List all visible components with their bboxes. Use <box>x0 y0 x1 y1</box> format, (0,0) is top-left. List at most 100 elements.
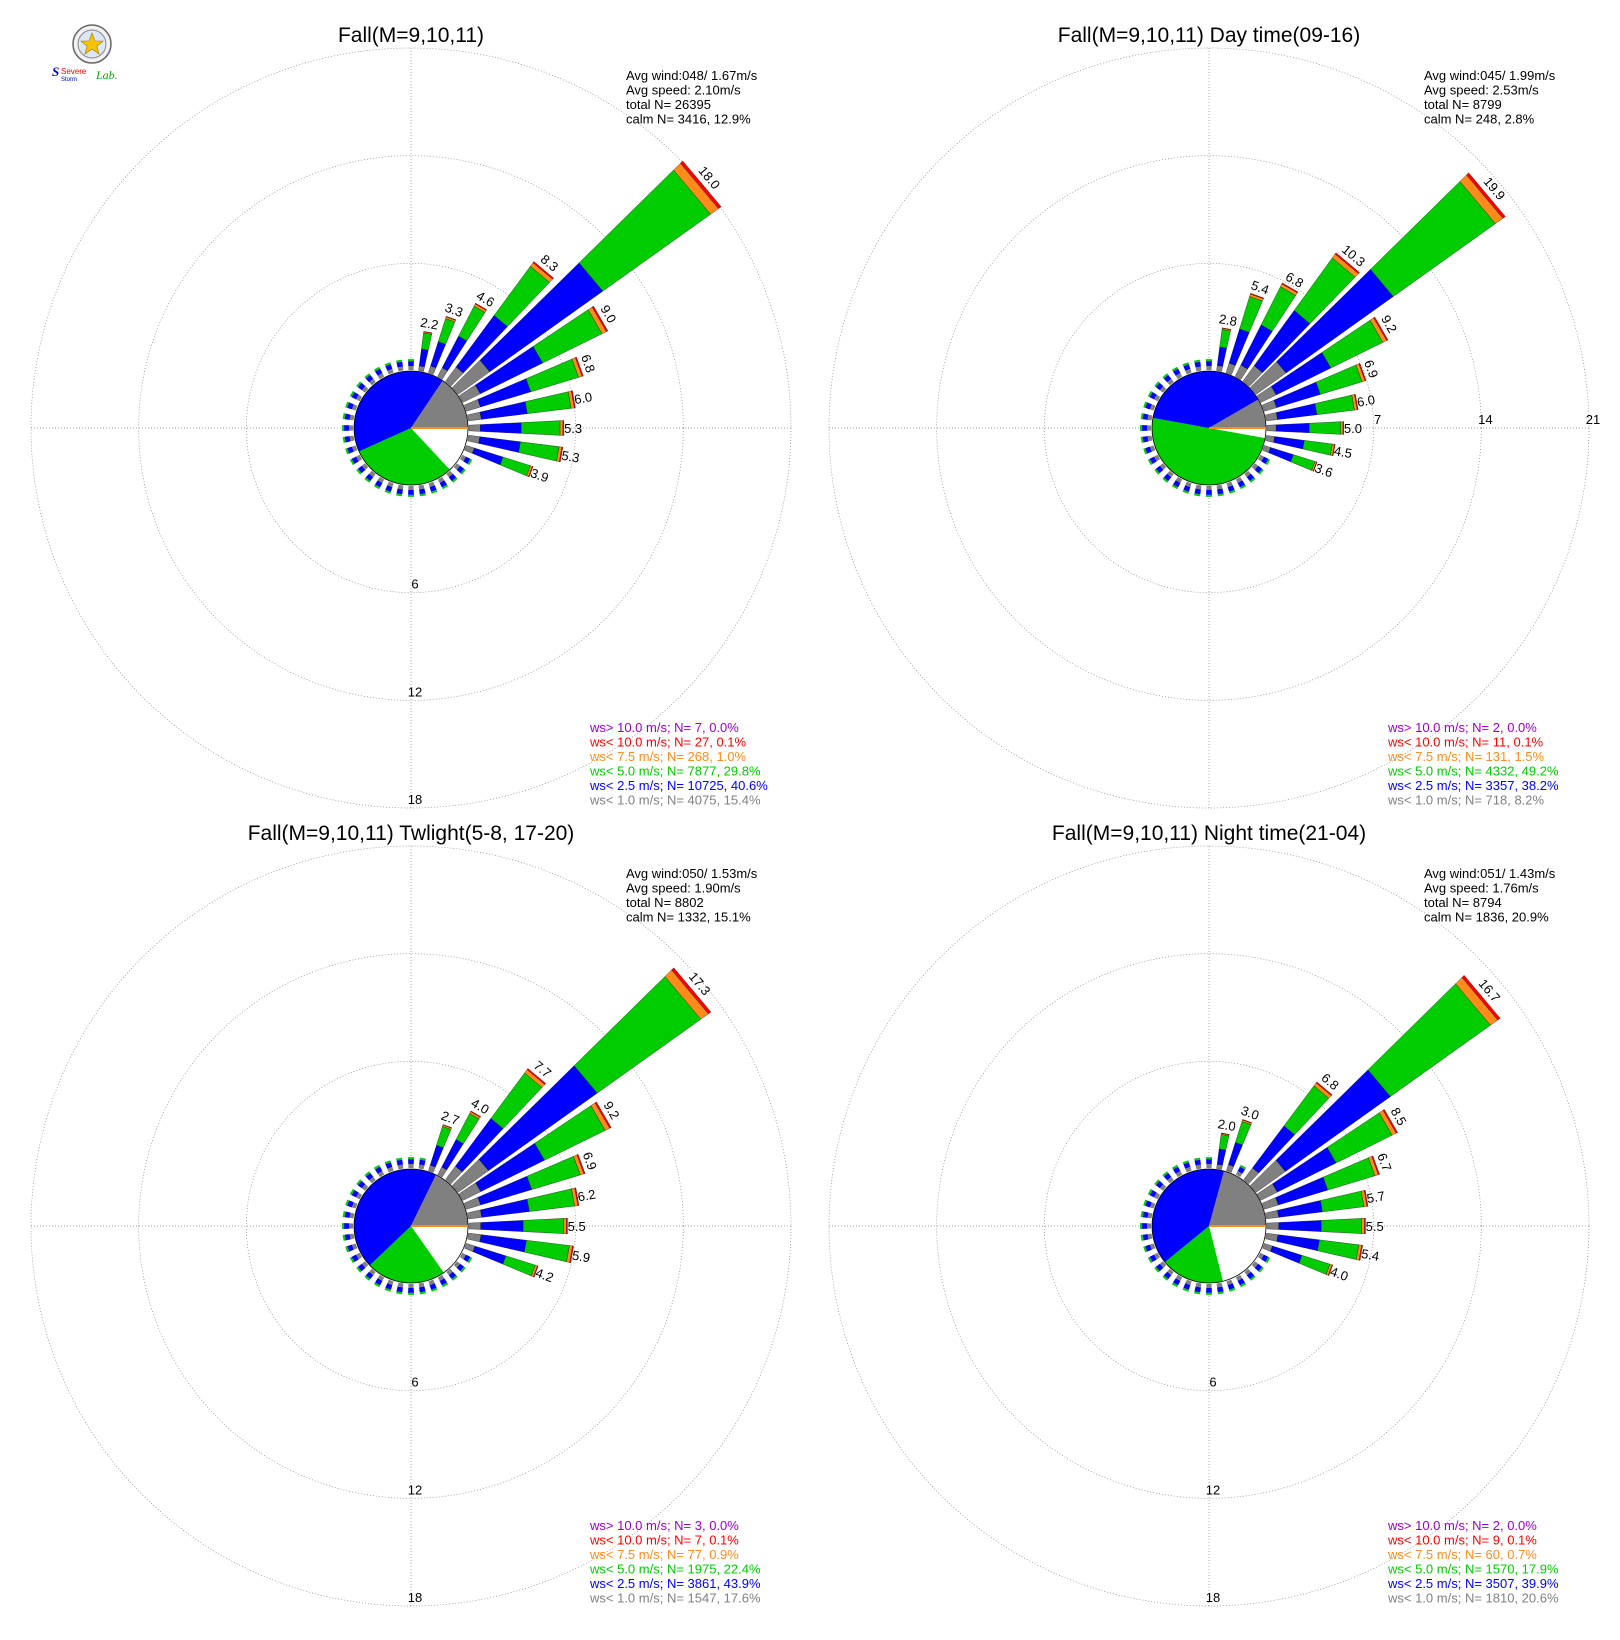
sector-bar <box>1373 316 1389 341</box>
lab-logo-emblem: S Severe Storm Lab. <box>52 24 118 83</box>
sector-stub <box>1249 477 1256 483</box>
sector-stub <box>1195 366 1202 372</box>
sector-bar <box>1265 1233 1279 1242</box>
stats-line: total N= 8802 <box>626 895 704 910</box>
sector-stub <box>1217 493 1224 497</box>
sector-stub <box>347 446 354 454</box>
ring-label: 14 <box>1478 412 1492 427</box>
sector-bar <box>1364 1189 1369 1207</box>
sector-stub <box>384 489 391 494</box>
sector-bar <box>591 305 609 332</box>
grid-ring <box>30 47 792 809</box>
sector-bar <box>423 331 433 334</box>
sector-stub <box>408 361 414 367</box>
sector-label: 6.0 <box>573 389 593 407</box>
sector-bar <box>1371 1155 1380 1175</box>
sector-stub <box>384 362 391 367</box>
sector-stub <box>1185 1279 1192 1286</box>
sector-stub <box>419 1291 426 1295</box>
sector-bar <box>1239 296 1263 333</box>
sector-stub <box>1147 435 1153 442</box>
ring-label: 21 <box>1586 412 1600 427</box>
ring-label: 12 <box>408 1482 422 1497</box>
calm-pie-slice <box>411 1226 468 1273</box>
sector-stub <box>1147 1188 1153 1196</box>
sector-stub <box>408 1283 414 1288</box>
sector-bar <box>1221 327 1232 330</box>
sector-stub <box>1142 413 1149 420</box>
sector-bar <box>1265 1210 1279 1220</box>
sector-stub <box>1261 1254 1269 1262</box>
logo-text-sub: Storm <box>61 77 77 83</box>
sector-bar <box>1242 1119 1252 1124</box>
sector-stub <box>369 1268 376 1276</box>
sector-bar <box>1281 282 1299 294</box>
sector-stub <box>1182 489 1189 494</box>
stats-line: Avg wind:050/ 1.53m/s <box>626 866 758 881</box>
sector-bar <box>1358 363 1367 382</box>
sector-stub <box>1171 484 1179 490</box>
sector-stub <box>1239 1282 1247 1288</box>
calm-pie-slice <box>411 428 468 470</box>
sector-stub <box>1254 1263 1263 1272</box>
sector-stub <box>397 1164 404 1170</box>
sector-stub <box>1235 1171 1243 1178</box>
sector-stub <box>385 485 393 492</box>
calm-pie-slice <box>1209 428 1266 439</box>
sector-stub <box>1145 1244 1152 1252</box>
sector-stub <box>1226 481 1233 488</box>
legend-entry: ws< 2.5 m/s; N= 3861, 43.9% <box>589 1576 761 1591</box>
sector-stub <box>1155 465 1164 474</box>
sector-stub <box>1194 359 1201 363</box>
sector-stub <box>349 458 355 466</box>
sector-label: 2.8 <box>1218 311 1238 329</box>
sector-stub <box>407 359 415 362</box>
sector-stub <box>1140 413 1144 420</box>
sector-stub <box>1149 456 1157 464</box>
sector-stub <box>1194 1159 1201 1166</box>
sector-stub <box>1163 1271 1172 1280</box>
legend-entry: ws< 7.5 m/s; N= 60, 0.7% <box>1387 1547 1537 1562</box>
sector-stub <box>1154 381 1160 388</box>
sector-stub <box>431 489 438 494</box>
legend-entry: ws> 10.0 m/s; N= 7, 0.0% <box>589 720 739 735</box>
sector-stub <box>1195 1282 1202 1288</box>
sector-stub <box>1251 463 1259 470</box>
sector-stub <box>356 454 363 462</box>
sector-stub <box>375 480 383 488</box>
legend-entry: ws< 5.0 m/s; N= 1975, 22.4% <box>589 1562 761 1577</box>
sector-stub <box>1147 390 1153 398</box>
sector-stub <box>419 493 426 497</box>
sector-stub <box>1194 488 1201 495</box>
sector-stub <box>1217 1291 1224 1295</box>
sector-stub <box>1154 1252 1161 1260</box>
wind-rose-panel: 6 12 18 Fall(M=9,10,11) Night time(21-04) Av… <box>828 822 1590 1607</box>
wind-rose-panel: 7 14 21 Fall(M=9,10,11) Day time(09-16) Avg … <box>828 24 1600 809</box>
sector-stub <box>1226 1279 1233 1286</box>
sector-stub <box>375 1166 383 1174</box>
sector-stub <box>351 1202 358 1209</box>
sector-bar <box>1320 1190 1365 1213</box>
sector-stub <box>463 456 471 464</box>
sector-bar <box>1317 1239 1360 1260</box>
sector-stub <box>1206 366 1212 371</box>
sector-stub <box>1171 366 1179 372</box>
sector-bar <box>445 316 457 321</box>
sector-bar <box>522 1218 564 1234</box>
sector-stub <box>1140 1211 1144 1218</box>
sector-stub <box>344 1211 351 1218</box>
sector-stub <box>1216 1282 1223 1288</box>
legend-entry: ws< 2.5 m/s; N= 3357, 38.2% <box>1387 778 1559 793</box>
sector-stub <box>460 1266 466 1273</box>
sector-bar <box>468 424 481 432</box>
sector-stub <box>377 1171 385 1178</box>
sector-stub <box>373 1282 381 1288</box>
sector-bar <box>562 420 565 436</box>
grid-ring <box>828 845 1590 1607</box>
sector-stub <box>396 361 403 368</box>
calm-pie-slice <box>1209 1171 1266 1226</box>
sector-bar <box>566 1217 568 1235</box>
sector-stub <box>1175 1171 1183 1178</box>
sector-stub <box>1163 1172 1172 1181</box>
sector-bar <box>1266 1222 1279 1230</box>
